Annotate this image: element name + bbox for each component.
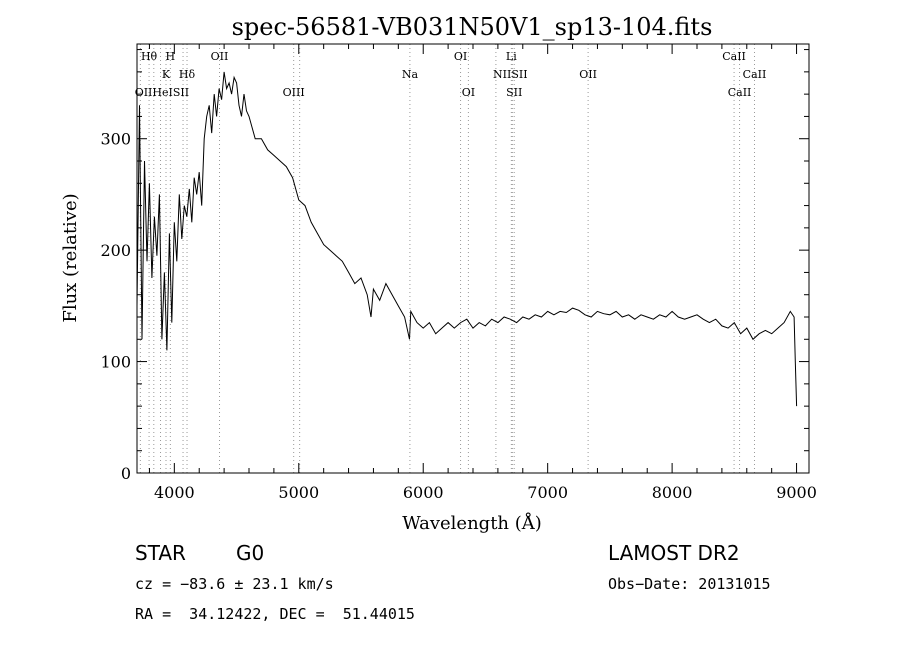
x-tick-label: 9000 (776, 483, 817, 502)
redshift-velocity: cz = −83.6 ± 23.1 km/s (135, 575, 334, 593)
spectral-line-label: CaII (728, 86, 752, 99)
y-axis: 0 100 200 300 (100, 49, 809, 483)
spectral-line-label: H (166, 50, 176, 63)
x-tick-label: 5000 (278, 483, 319, 502)
spectral-line-label: Li (506, 50, 517, 63)
plot-frame (136, 43, 810, 474)
spectral-line-label: CaII (743, 68, 767, 81)
observation-date: Obs−Date: 20131015 (608, 575, 771, 593)
spectral-line-label: SII (506, 86, 522, 99)
spectral-line-label: NIISII (493, 68, 528, 81)
spectral-line-label: OII (211, 50, 229, 63)
x-axis: 4000 5000 6000 7000 8000 9000 (148, 44, 817, 502)
y-tick-label: 200 (100, 241, 131, 260)
y-tick-label: 300 (100, 130, 131, 149)
y-tick-label: 0 (121, 464, 131, 483)
x-tick-label: 8000 (652, 483, 693, 502)
spectral-line-label: OII (579, 68, 597, 81)
spectral-line-label: K (162, 68, 171, 81)
y-tick-label: 100 (100, 353, 131, 372)
spectral-line-label: OIIHeISII (135, 86, 189, 99)
y-axis-label: Flux (relative) (60, 193, 81, 322)
x-tick-label: 7000 (527, 483, 568, 502)
spectrum-line (136, 71, 798, 407)
spectral-line-label: Hδ (179, 68, 196, 81)
spectral-line-label: OIII (283, 86, 305, 99)
spectral-line-labels: Hθ H OII OI Li CaII K Hδ Na NIISII OII CaII OIIHeISI… (135, 50, 767, 99)
chart-title: spec-56581-VB031N50V1_sp13-104.fits (232, 13, 713, 41)
object-class: STAR (135, 541, 186, 565)
spectral-line-markers (139, 44, 755, 473)
x-axis-label: Wavelength (Å) (402, 512, 542, 534)
spectral-line-label: OI (462, 86, 475, 99)
spectral-line-label: Na (402, 68, 419, 81)
survey-name: LAMOST DR2 (608, 541, 740, 565)
object-subclass: G0 (236, 541, 265, 565)
x-tick-label: 6000 (403, 483, 444, 502)
spectral-line-label: Hθ (141, 50, 158, 63)
x-tick-label: 4000 (154, 483, 195, 502)
sky-coordinates: RA = 34.12422, DEC = 51.44015 (135, 605, 415, 623)
spectral-line-label: CaII (722, 50, 746, 63)
spectral-line-label: OI (454, 50, 467, 63)
